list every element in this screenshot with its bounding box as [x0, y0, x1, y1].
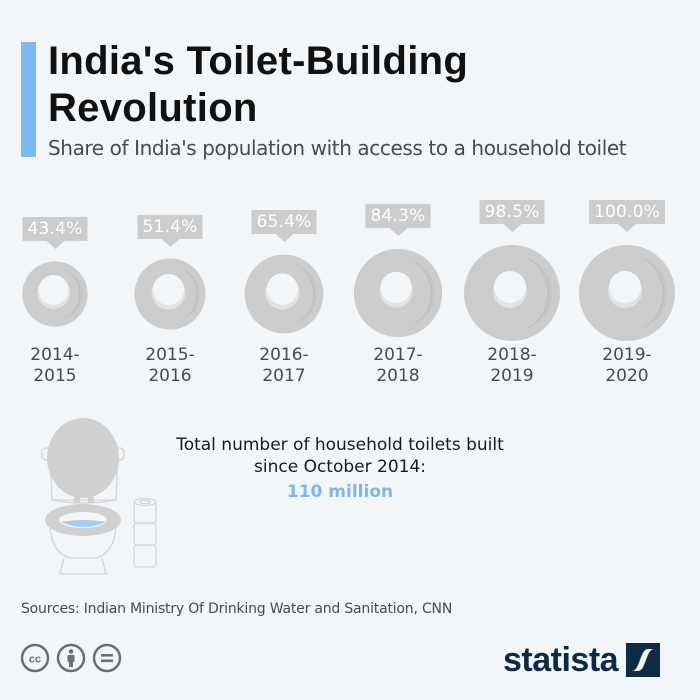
- toilet-roll-icon: [577, 243, 677, 343]
- logo-text: statista: [503, 641, 619, 679]
- chart-column: 43.4% 2014- 2015: [0, 195, 115, 395]
- year-label: 2015- 2016: [145, 345, 195, 386]
- toilet-roll-icon: [133, 257, 207, 331]
- chart-column: 65.4% 2016- 2017: [224, 195, 344, 395]
- license-icons: cc: [20, 643, 122, 673]
- title-accent-bar: [21, 42, 36, 157]
- info-line-2: since October 2014:: [254, 457, 426, 477]
- value-label: 84.3%: [365, 204, 431, 236]
- toilet-roll-icon: [243, 253, 325, 335]
- toilet-roll-icon: [462, 243, 562, 343]
- value-label: 43.4%: [22, 217, 88, 249]
- statista-mark-icon: [626, 643, 661, 677]
- year-label: 2018- 2019: [487, 345, 537, 386]
- svg-text:cc: cc: [29, 654, 41, 666]
- year-label: 2016- 2017: [259, 345, 309, 386]
- chart-title: India's Toilet-Building Revolution: [48, 39, 469, 130]
- info-callout: Total number of household toilets built …: [140, 434, 540, 503]
- toilet-roll-icon: [21, 260, 89, 328]
- no-derivatives-icon[interactable]: [92, 643, 122, 673]
- value-label: 65.4%: [251, 210, 317, 242]
- year-label: 2017- 2018: [373, 345, 423, 386]
- toilet-roll-icon: [352, 247, 444, 339]
- chart-column: 100.0% 2019- 2020: [567, 195, 687, 395]
- chart-column: 84.3% 2017- 2018: [338, 195, 458, 395]
- roll-chart: 43.4% 2014- 2015 51.4% 2015- 2016 65.4% 20…: [0, 195, 700, 395]
- chart-subtitle: Share of India's population with access …: [48, 136, 627, 160]
- year-label: 2014- 2015: [30, 345, 80, 386]
- info-highlight-value: 110 million: [286, 482, 394, 502]
- attribution-icon[interactable]: [56, 643, 86, 673]
- value-label: 51.4%: [137, 215, 203, 247]
- value-label: 98.5%: [479, 200, 545, 232]
- statista-logo[interactable]: statista: [503, 640, 661, 680]
- year-label: 2019- 2020: [602, 345, 652, 386]
- cc-icon[interactable]: cc: [20, 643, 50, 673]
- toilet-illustration-icon: [30, 410, 165, 584]
- value-label: 100.0%: [588, 200, 666, 232]
- info-line-1: Total number of household toilets built: [176, 435, 504, 455]
- sources-note: Sources: Indian Ministry Of Drinking Wat…: [21, 601, 453, 617]
- chart-column: 98.5% 2018- 2019: [452, 195, 572, 395]
- chart-column: 51.4% 2015- 2016: [110, 195, 230, 395]
